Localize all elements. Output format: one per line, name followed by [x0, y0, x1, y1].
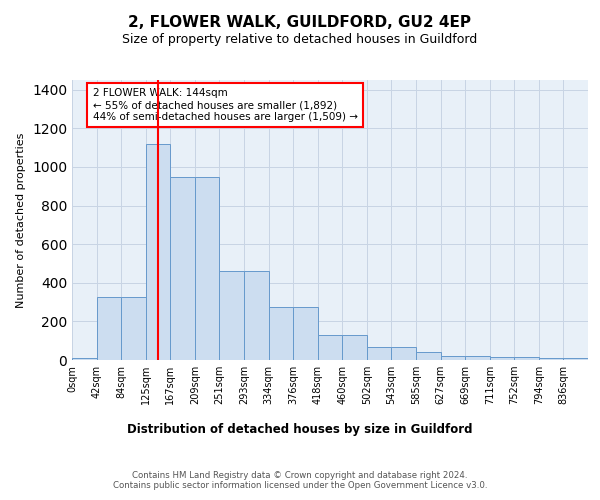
Text: Contains HM Land Registry data © Crown copyright and database right 2024.
Contai: Contains HM Land Registry data © Crown c…: [113, 470, 487, 490]
Bar: [72, 358, 97, 360]
Text: 2 FLOWER WALK: 144sqm
← 55% of detached houses are smaller (1,892)
44% of semi-d: 2 FLOWER WALK: 144sqm ← 55% of detached …: [92, 88, 358, 122]
Text: Size of property relative to detached houses in Guildford: Size of property relative to detached ho…: [122, 32, 478, 46]
Bar: [121, 297, 146, 360]
Bar: [440, 356, 465, 360]
Bar: [367, 348, 391, 360]
Bar: [416, 352, 440, 360]
Bar: [269, 307, 293, 360]
Bar: [391, 348, 416, 360]
Bar: [170, 176, 195, 360]
Bar: [563, 358, 588, 360]
Bar: [195, 176, 220, 360]
Bar: [293, 307, 318, 360]
Bar: [244, 271, 269, 360]
Text: 2, FLOWER WALK, GUILDFORD, GU2 4EP: 2, FLOWER WALK, GUILDFORD, GU2 4EP: [128, 15, 472, 30]
Bar: [514, 356, 539, 360]
Bar: [539, 358, 563, 360]
Y-axis label: Number of detached properties: Number of detached properties: [16, 132, 26, 308]
Text: Distribution of detached houses by size in Guildford: Distribution of detached houses by size …: [127, 422, 473, 436]
Bar: [146, 144, 170, 360]
Bar: [220, 271, 244, 360]
Bar: [97, 297, 121, 360]
Bar: [490, 356, 514, 360]
Bar: [318, 335, 342, 360]
Bar: [465, 356, 490, 360]
Bar: [342, 335, 367, 360]
